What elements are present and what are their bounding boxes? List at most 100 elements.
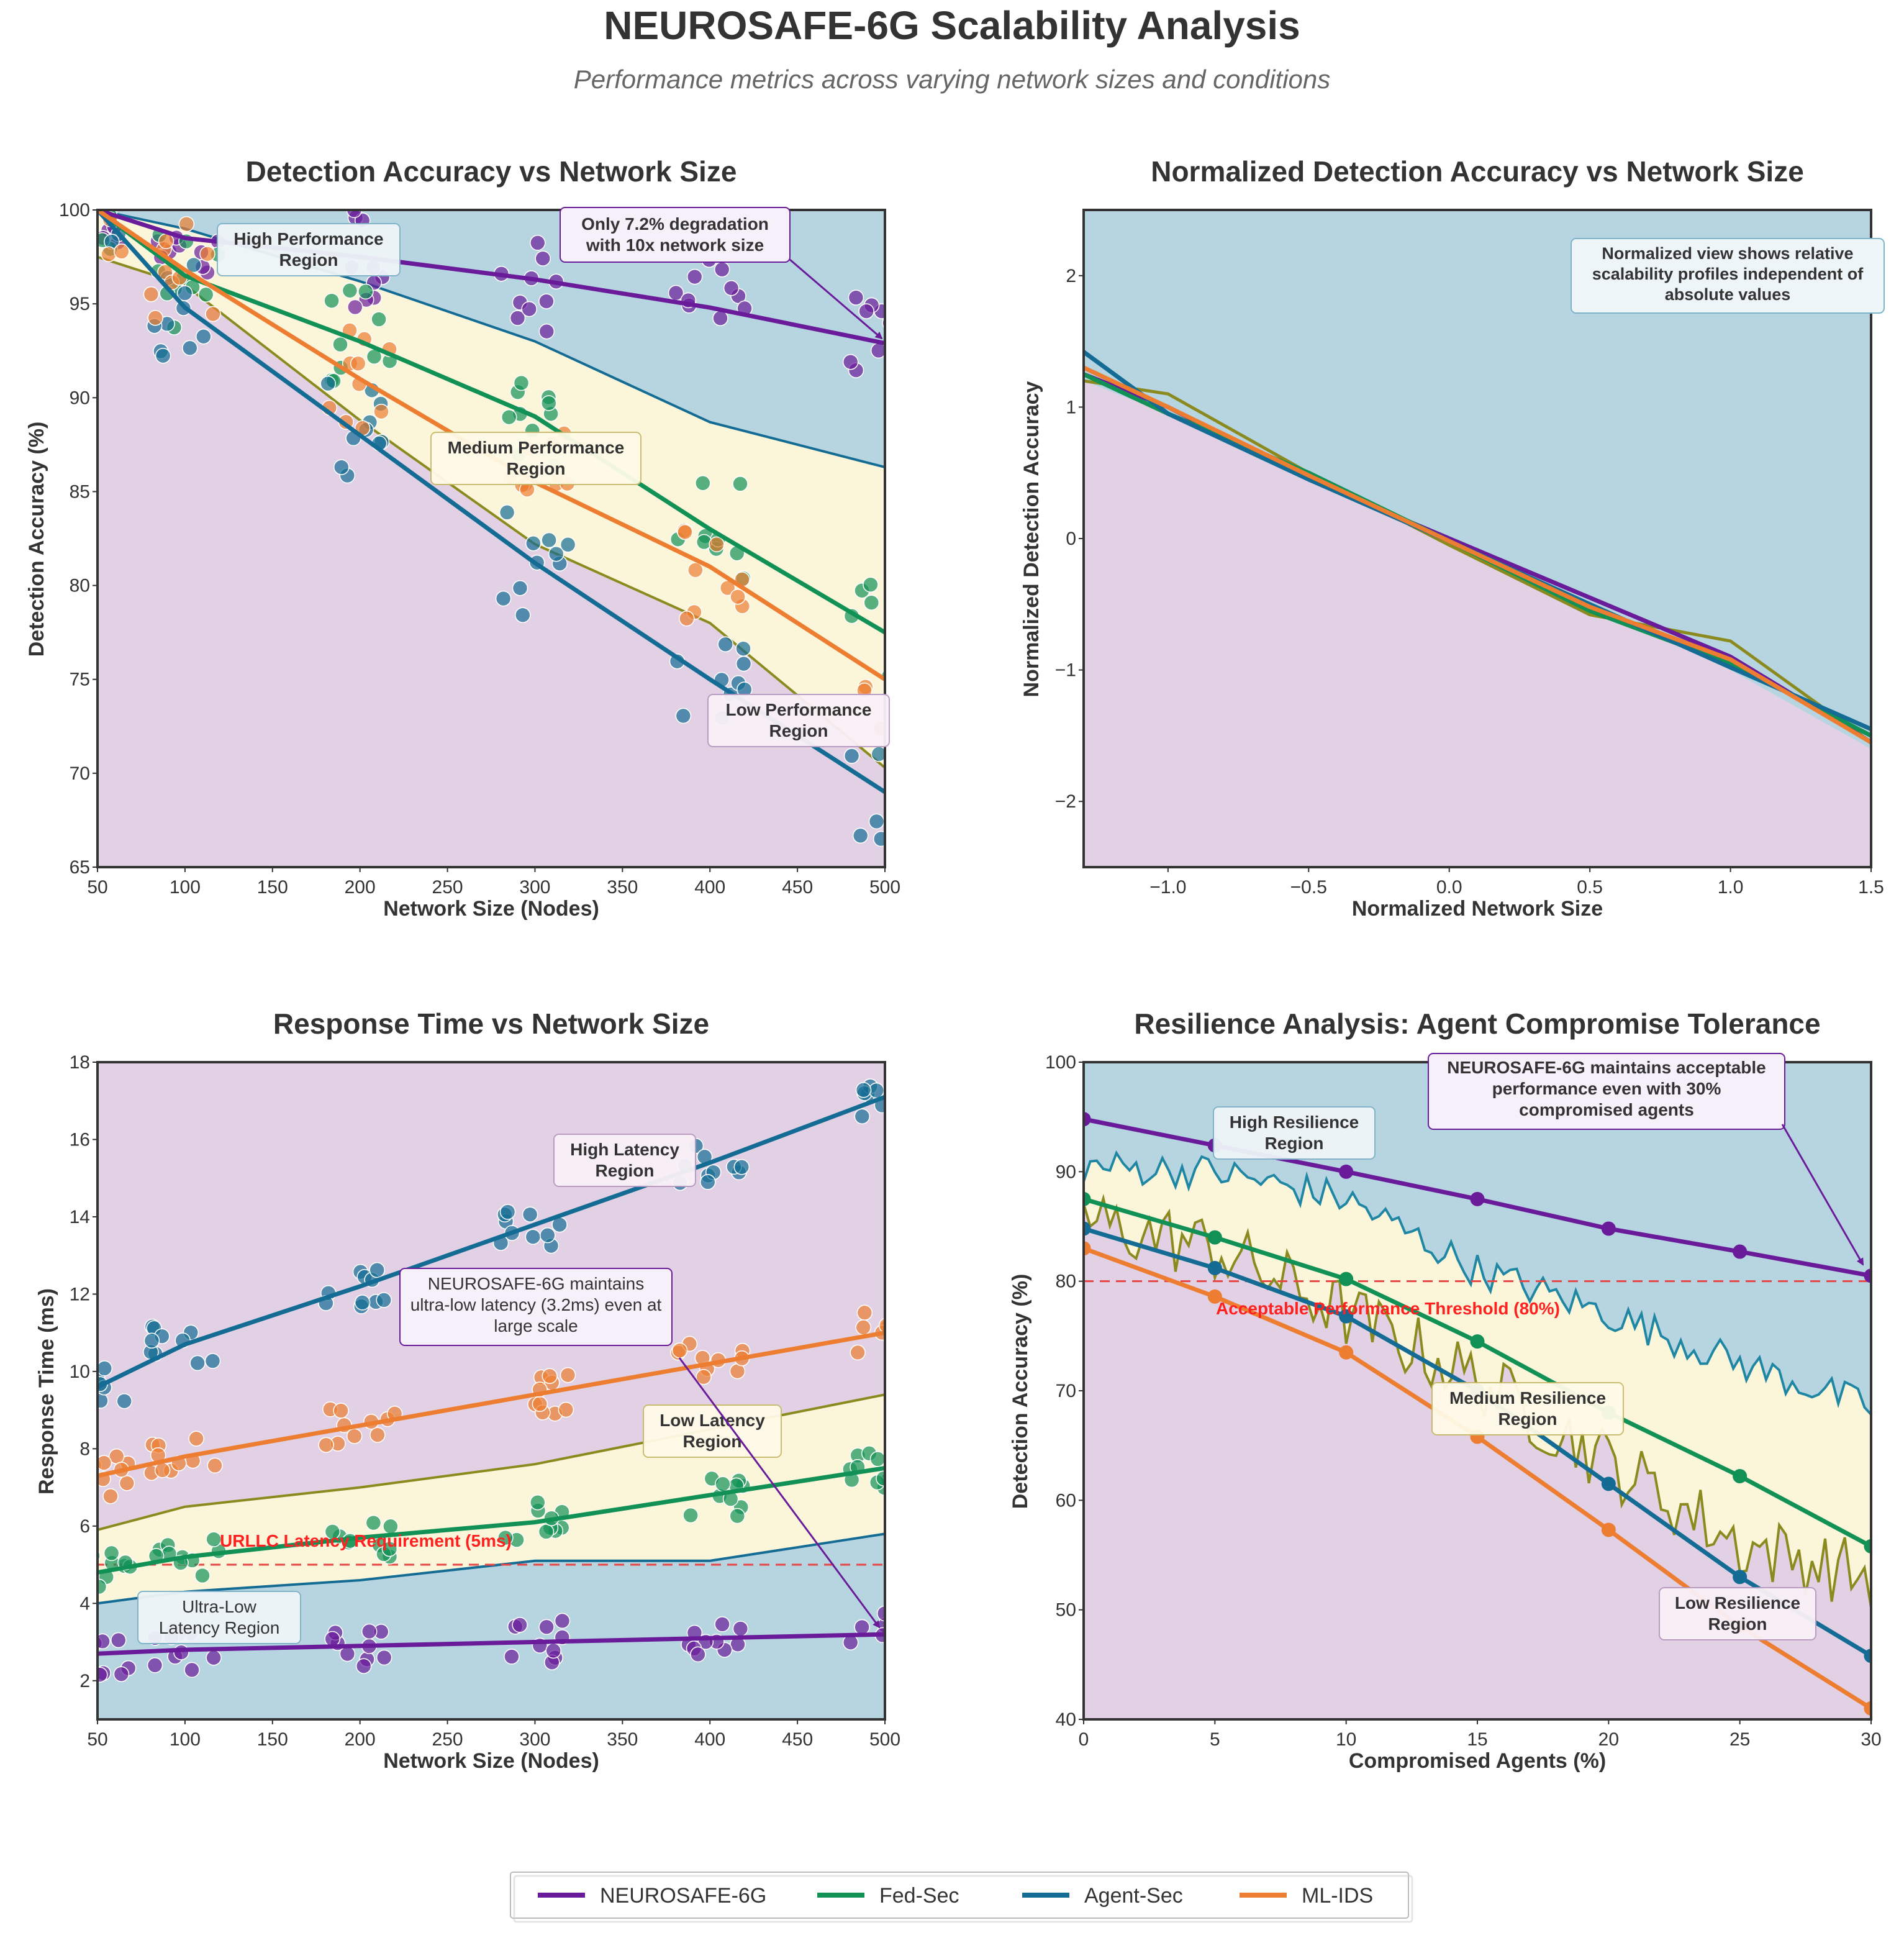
lower-region (1084, 381, 1871, 867)
scatter-point (910, 671, 925, 686)
scatter-point (206, 1531, 222, 1547)
scatter-point (723, 280, 740, 296)
x-axis-ticks: 0 5 10 15 20 25 30 (1079, 1719, 1882, 1750)
scatter-point (80, 1574, 95, 1589)
panel-title: Resilience Analysis: Agent Compromise To… (1134, 1008, 1820, 1040)
y-tick-label: 16 (70, 1129, 90, 1150)
plot-frame (96, 1061, 886, 1721)
scatter-point (97, 1633, 111, 1650)
y-axis-label: Detection Accuracy (%) (25, 422, 48, 657)
scatter-point (114, 243, 130, 260)
scatter-point (696, 1369, 712, 1385)
scatter-point (541, 395, 557, 411)
scatter-point (858, 303, 874, 319)
scatter-point (101, 246, 117, 262)
y-tick-label: 65 (70, 857, 90, 878)
scatter-point (893, 831, 908, 846)
scatter-point (889, 583, 904, 598)
series-marker (1339, 1272, 1354, 1286)
scatter-point (512, 580, 528, 596)
series-line (97, 1632, 885, 1656)
y-tick-label: 12 (70, 1284, 90, 1304)
scatter-point (176, 285, 193, 301)
scatter-point (333, 459, 350, 475)
scatter-point (113, 168, 128, 183)
series-line (97, 1094, 885, 1389)
y-tick-label: 95 (70, 294, 90, 314)
y-tick-label: 10 (70, 1362, 90, 1382)
x-axis-ticks: −1.0 −0.5 0.0 0.5 1.0 1.5 (1149, 867, 1884, 898)
y-tick-label: 6 (79, 1516, 90, 1537)
scatter-point (97, 1455, 112, 1471)
scatter-point (55, 1652, 70, 1667)
scatter-point (347, 299, 363, 316)
legend-label: Fed-Sec (879, 1884, 959, 1908)
scatter-point (495, 590, 512, 607)
scatter-point (102, 1488, 119, 1504)
scatter-point (499, 1204, 516, 1220)
scatter-point (854, 1619, 870, 1635)
scatter-point (538, 1619, 555, 1635)
scatter-point (854, 1108, 871, 1125)
series-marker (1084, 1221, 1091, 1236)
series-marker (1339, 1309, 1354, 1324)
scatter-point (538, 1524, 555, 1540)
scatter-point (863, 576, 879, 593)
scatter-point (199, 245, 215, 262)
urllc-threshold-label: URLLC Latency Requirement (5ms) (220, 1531, 512, 1550)
y-tick-label: 8 (79, 1439, 90, 1459)
scatter-point (560, 537, 576, 553)
scatter-point (324, 293, 340, 309)
scatter-point (525, 535, 542, 552)
series-lines (1084, 350, 1871, 745)
scatter-point (894, 655, 909, 670)
scatter-point (184, 1662, 200, 1678)
x-tick-label: 200 (345, 1729, 376, 1750)
scatter-point (856, 1304, 873, 1321)
scatter-point (365, 1514, 382, 1531)
annotation-medium-performance: Medium Performance Region (430, 432, 641, 485)
scatter-point (333, 1403, 349, 1419)
legend: NEUROSAFE-6G Fed-Sec Agent-Sec ML-IDS (510, 1872, 1413, 1923)
scatter-point (99, 150, 114, 165)
panel-title: Detection Accuracy vs Network Size (246, 155, 737, 188)
annotation-low-resilience: Low Resilience Region (1659, 1587, 1816, 1640)
series-marker (1207, 1261, 1222, 1276)
scatter-point (558, 1401, 574, 1418)
scatter-point (542, 1368, 558, 1385)
series-marker (1864, 1701, 1871, 1716)
x-tick-label: 350 (607, 1729, 638, 1750)
scatter-point (878, 1317, 885, 1334)
scatter-point (354, 1294, 371, 1311)
scatter-point (194, 1567, 211, 1584)
series-marker (1084, 1112, 1091, 1127)
scatter-point (116, 166, 131, 181)
scatter-point (103, 1545, 120, 1562)
x-tick-label: −0.5 (1290, 877, 1327, 898)
scatter-point (842, 353, 859, 370)
scatter-point (497, 1529, 514, 1546)
scatter-point (889, 1615, 904, 1630)
scatter-point (733, 1159, 750, 1175)
scatter-point (81, 1647, 96, 1662)
scatter-point (369, 1427, 386, 1443)
scatter-point (63, 225, 78, 240)
scatter-point (97, 1578, 107, 1595)
scatter-point (342, 283, 358, 299)
scatter-point (893, 1319, 908, 1334)
scatter-point (113, 1666, 130, 1682)
y-tick-label: 40 (1056, 1709, 1076, 1730)
y-tick-label: 80 (1056, 1272, 1076, 1292)
panel-title: Normalized Detection Accuracy vs Network… (1151, 155, 1804, 188)
scatter-point (189, 1355, 206, 1372)
series-marker (1207, 1289, 1222, 1304)
annotation-high-latency: High Latency Region (553, 1134, 696, 1187)
annotation-degradation-callout: Only 7.2% degradation with 10x network s… (560, 207, 883, 340)
annotation-resilience-callout: NEUROSAFE-6G maintains acceptable perfor… (1428, 1053, 1864, 1266)
x-tick-label: 0.0 (1436, 877, 1462, 898)
region-boundary-upper (1084, 1150, 1871, 1416)
y-tick-label: 75 (70, 670, 90, 690)
scatter-point (675, 707, 692, 724)
scatter-point (910, 1643, 925, 1658)
scatter-point (873, 830, 885, 847)
